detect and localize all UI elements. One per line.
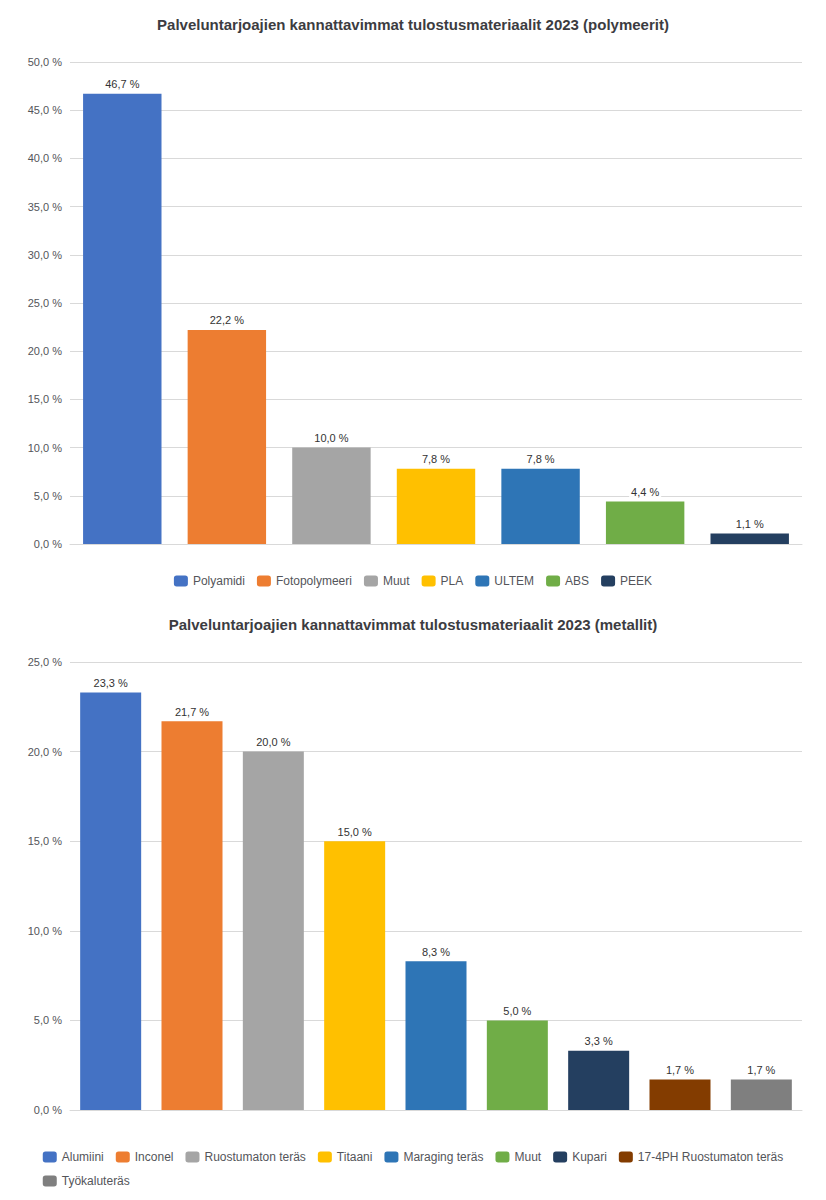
svg-text:Ruostumaton teräs: Ruostumaton teräs	[204, 1150, 305, 1164]
svg-text:8,3 %: 8,3 %	[422, 946, 450, 958]
svg-text:0,0 %: 0,0 %	[34, 538, 62, 550]
svg-text:Fotopolymeeri: Fotopolymeeri	[276, 574, 352, 588]
svg-text:40,0 %: 40,0 %	[28, 152, 62, 164]
svg-text:15,0 %: 15,0 %	[28, 835, 62, 847]
svg-text:Kupari: Kupari	[572, 1150, 607, 1164]
svg-text:ABS: ABS	[565, 574, 589, 588]
svg-text:4,4 %: 4,4 %	[631, 486, 659, 498]
svg-text:5,0 %: 5,0 %	[34, 1014, 62, 1026]
svg-text:7,8 %: 7,8 %	[527, 453, 555, 465]
svg-text:PLA: PLA	[441, 574, 464, 588]
svg-text:25,0 %: 25,0 %	[28, 656, 62, 668]
svg-text:5,0 %: 5,0 %	[34, 490, 62, 502]
svg-text:1,7 %: 1,7 %	[747, 1064, 775, 1076]
svg-text:1,1 %: 1,1 %	[736, 518, 764, 530]
svg-text:0,0 %: 0,0 %	[34, 1104, 62, 1116]
svg-text:Palveluntarjoajien kannattavim: Palveluntarjoajien kannattavimmat tulost…	[169, 616, 658, 633]
svg-text:3,3 %: 3,3 %	[585, 1035, 613, 1047]
svg-text:30,0 %: 30,0 %	[28, 249, 62, 261]
svg-text:Palveluntarjoajien kannattavim: Palveluntarjoajien kannattavimmat tulost…	[157, 16, 669, 33]
svg-text:Muut: Muut	[514, 1150, 541, 1164]
svg-text:Titaani: Titaani	[337, 1150, 373, 1164]
svg-text:Polyamidi: Polyamidi	[193, 574, 245, 588]
svg-text:7,8 %: 7,8 %	[422, 453, 450, 465]
svg-text:1,7 %: 1,7 %	[666, 1064, 694, 1076]
svg-text:20,0 %: 20,0 %	[28, 345, 62, 357]
svg-text:20,0 %: 20,0 %	[28, 746, 62, 758]
svg-text:20,0 %: 20,0 %	[256, 736, 290, 748]
svg-text:21,7 %: 21,7 %	[175, 706, 209, 718]
svg-text:17-4PH Ruostumaton teräs: 17-4PH Ruostumaton teräs	[638, 1150, 783, 1164]
svg-text:10,0 %: 10,0 %	[28, 442, 62, 454]
svg-text:Alumiini: Alumiini	[62, 1150, 104, 1164]
svg-text:46,7 %: 46,7 %	[105, 78, 139, 90]
svg-text:45,0 %: 45,0 %	[28, 104, 62, 116]
svg-text:15,0 %: 15,0 %	[28, 393, 62, 405]
svg-text:PEEK: PEEK	[620, 574, 652, 588]
svg-text:35,0 %: 35,0 %	[28, 201, 62, 213]
svg-text:15,0 %: 15,0 %	[338, 826, 372, 838]
svg-text:25,0 %: 25,0 %	[28, 297, 62, 309]
svg-text:Muut: Muut	[383, 574, 410, 588]
svg-text:10,0 %: 10,0 %	[28, 925, 62, 937]
svg-text:5,0 %: 5,0 %	[503, 1005, 531, 1017]
svg-text:ULTEM: ULTEM	[494, 574, 534, 588]
svg-text:Inconel: Inconel	[135, 1150, 174, 1164]
svg-text:22,2 %: 22,2 %	[210, 314, 244, 326]
svg-text:50,0 %: 50,0 %	[28, 56, 62, 68]
svg-text:23,3 %: 23,3 %	[94, 677, 128, 689]
svg-text:Työkaluteräs: Työkaluteräs	[62, 1174, 130, 1188]
svg-text:Maraging teräs: Maraging teräs	[403, 1150, 483, 1164]
svg-text:10,0 %: 10,0 %	[314, 432, 348, 444]
